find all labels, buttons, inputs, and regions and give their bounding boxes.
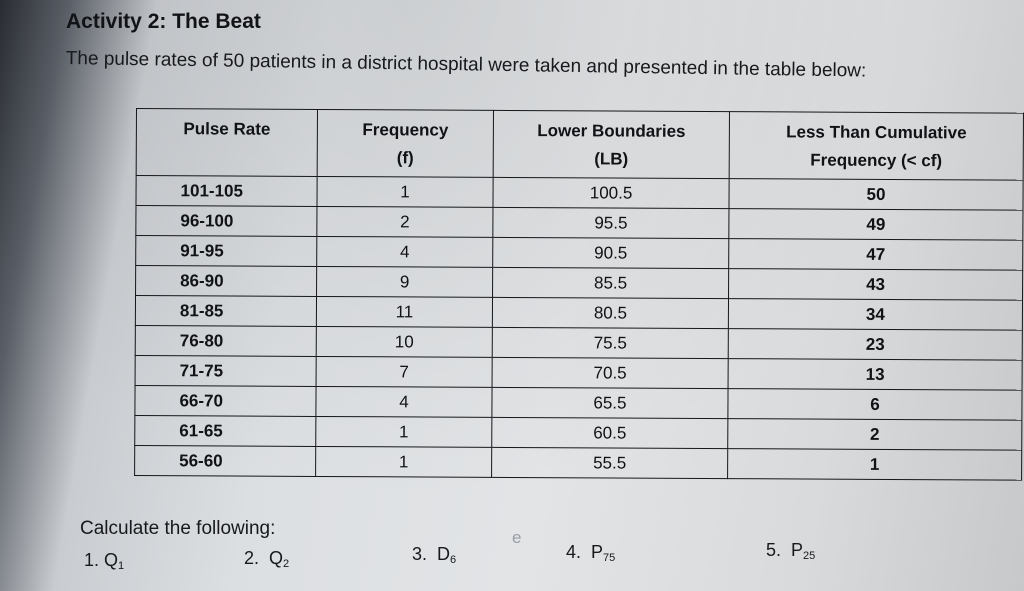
- activity-title: Activity 2: The Beat: [66, 10, 261, 33]
- cell-pulse-rate: 76-80: [135, 325, 317, 357]
- calc-item-p75: 4. P75: [566, 542, 616, 564]
- calculate-label: Calculate the following:: [80, 518, 276, 539]
- cell-lower-boundary: 80.5: [492, 297, 729, 329]
- intro-text: The pulse rates of 50 patients in a dist…: [65, 47, 867, 82]
- cell-lower-boundary: 65.5: [491, 387, 729, 419]
- cell-frequency: 4: [315, 386, 493, 418]
- cell-frequency: 10: [316, 326, 493, 358]
- cell-lower-boundary: 60.5: [491, 417, 728, 449]
- cell-lower-boundary: 85.5: [492, 267, 729, 299]
- cell-lower-boundary: 90.5: [492, 237, 729, 269]
- cell-less-than-cf: 47: [728, 238, 1023, 271]
- cell-pulse-rate: 71-75: [135, 355, 317, 387]
- table-row: 81-85 11 80.5 34: [135, 295, 1023, 331]
- cell-less-than-cf: 50: [728, 178, 1024, 211]
- cell-pulse-rate: 96-100: [135, 205, 317, 237]
- table-row: 86-90 9 85.5 43: [135, 265, 1023, 301]
- cell-less-than-cf: 1: [727, 448, 1022, 481]
- header-pulse-rate: Pulse Rate: [136, 108, 318, 177]
- cell-frequency: 1: [316, 176, 494, 208]
- calculate-items: 1. Q1 2. Q2 3. D6 4. P75 5. P25: [0, 538, 1024, 578]
- cell-frequency: 9: [316, 266, 493, 298]
- table-row: 91-95 4 90.5 47: [135, 235, 1023, 271]
- cell-lower-boundary: 75.5: [492, 327, 729, 359]
- cell-pulse-rate: 86-90: [135, 265, 317, 297]
- table-row: 96-100 2 95.5 49: [135, 205, 1023, 241]
- table-row: 71-75 7 70.5 13: [135, 355, 1023, 391]
- cell-less-than-cf: 43: [728, 268, 1023, 301]
- calc-item-p25: 5. P25: [766, 540, 816, 562]
- cell-less-than-cf: 13: [728, 358, 1023, 391]
- cell-frequency: 11: [316, 296, 493, 328]
- cell-pulse-rate: 101-105: [135, 175, 318, 207]
- cell-frequency: 4: [316, 236, 493, 268]
- table-header-row: Pulse Rate Frequency (f) Lower Boundarie…: [136, 108, 1024, 181]
- header-frequency: Frequency (f): [317, 109, 494, 178]
- table-row: 66-70 4 65.5 6: [134, 385, 1023, 421]
- cell-less-than-cf: 49: [728, 208, 1023, 241]
- cell-lower-boundary: 70.5: [492, 357, 729, 389]
- cell-less-than-cf: 34: [728, 298, 1023, 331]
- cell-pulse-rate: 91-95: [135, 235, 317, 267]
- calc-item-q2: 2. Q2: [244, 548, 290, 570]
- table-row: 101-105 1 100.5 50: [135, 175, 1024, 211]
- cell-less-than-cf: 6: [727, 388, 1023, 421]
- calc-item-d6: 3. D6: [412, 544, 457, 566]
- stray-mark: e: [512, 528, 522, 547]
- cell-pulse-rate: 66-70: [134, 385, 317, 417]
- cell-frequency: 7: [316, 356, 493, 388]
- cell-less-than-cf: 23: [728, 328, 1023, 361]
- cell-frequency: 2: [316, 206, 493, 238]
- header-less-than-cf: Less Than Cumulative Frequency (< cf): [729, 111, 1024, 181]
- cell-less-than-cf: 2: [727, 418, 1022, 451]
- cell-lower-boundary: 100.5: [492, 177, 730, 209]
- table-row: 56-60 1 55.5 1: [134, 445, 1022, 481]
- header-lower-boundaries: Lower Boundaries (LB): [493, 110, 730, 179]
- table-row: 76-80 10 75.5 23: [135, 325, 1023, 361]
- cell-frequency: 1: [315, 416, 492, 448]
- table-row: 61-65 1 60.5 2: [134, 415, 1022, 451]
- pulse-rate-table: Pulse Rate Frequency (f) Lower Boundarie…: [134, 108, 1024, 481]
- cell-frequency: 1: [315, 446, 492, 478]
- cell-pulse-rate: 81-85: [135, 295, 317, 327]
- cell-lower-boundary: 55.5: [491, 447, 728, 479]
- cell-lower-boundary: 95.5: [492, 207, 729, 239]
- cell-pulse-rate: 61-65: [134, 415, 316, 447]
- cell-pulse-rate: 56-60: [134, 445, 316, 477]
- calc-item-q1: 1. Q1: [84, 550, 125, 572]
